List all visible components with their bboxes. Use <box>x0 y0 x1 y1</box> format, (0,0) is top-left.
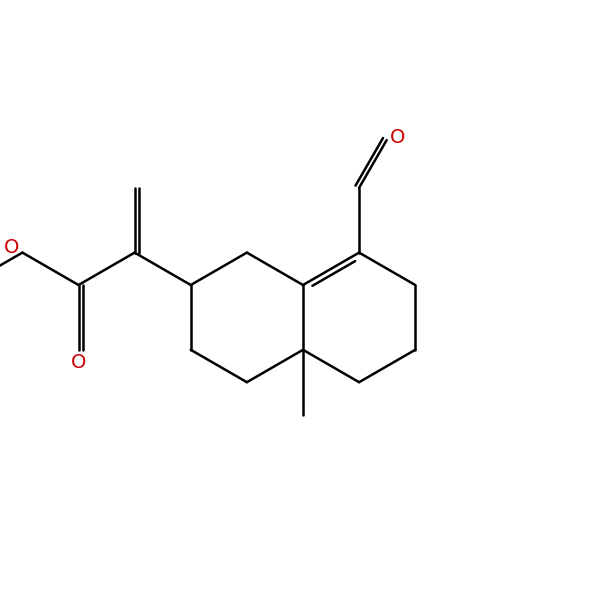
Text: O: O <box>390 128 405 146</box>
Text: O: O <box>4 238 19 257</box>
Text: O: O <box>71 353 86 373</box>
